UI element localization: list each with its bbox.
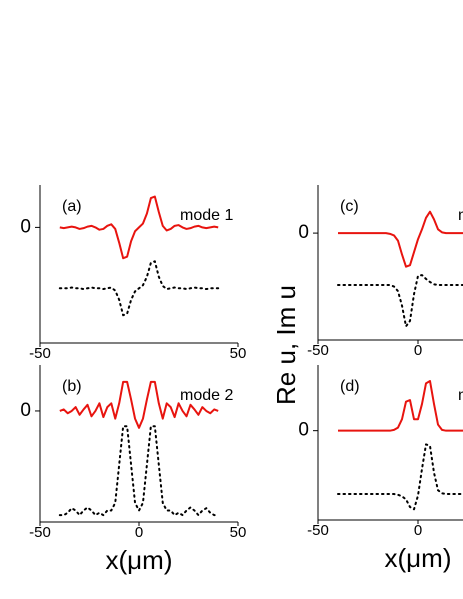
x-axis-label: x(μm) bbox=[385, 543, 452, 573]
x-tick-label: 0 bbox=[135, 524, 143, 541]
y-axis-label: Re u, Im u bbox=[271, 285, 301, 405]
curve bbox=[58, 425, 220, 517]
curve bbox=[59, 380, 219, 429]
mode-label: mode 1 bbox=[180, 207, 233, 224]
mode-label: mode 2 bbox=[180, 387, 233, 404]
mode-label: m bbox=[458, 387, 463, 404]
panel-label: (a) bbox=[62, 198, 82, 215]
x-tick-label: 0 bbox=[414, 342, 422, 359]
x-tick-label: -50 bbox=[307, 342, 329, 359]
panel-label: (d) bbox=[340, 378, 360, 395]
curve bbox=[59, 195, 219, 260]
x-tick-label: 50 bbox=[230, 345, 247, 362]
x-tick-label: 0 bbox=[414, 522, 422, 539]
panel-label: (c) bbox=[340, 198, 359, 215]
y-tick-label: 0 bbox=[298, 222, 309, 243]
curve bbox=[338, 380, 463, 432]
curve bbox=[337, 274, 463, 328]
x-tick-label: 50 bbox=[230, 524, 247, 541]
x-tick-label: -50 bbox=[29, 524, 51, 541]
curve bbox=[338, 210, 463, 268]
curve bbox=[58, 260, 220, 317]
x-tick-label: -50 bbox=[29, 345, 51, 362]
y-tick-label: 0 bbox=[20, 400, 31, 421]
x-tick-label: -50 bbox=[307, 522, 329, 539]
curve bbox=[337, 443, 463, 511]
mode-label: m bbox=[458, 207, 463, 224]
y-tick-label: 0 bbox=[298, 420, 309, 441]
panel-label: (b) bbox=[62, 378, 82, 395]
x-axis-label: x(μm) bbox=[106, 545, 173, 575]
y-tick-label: 0 bbox=[20, 216, 31, 237]
